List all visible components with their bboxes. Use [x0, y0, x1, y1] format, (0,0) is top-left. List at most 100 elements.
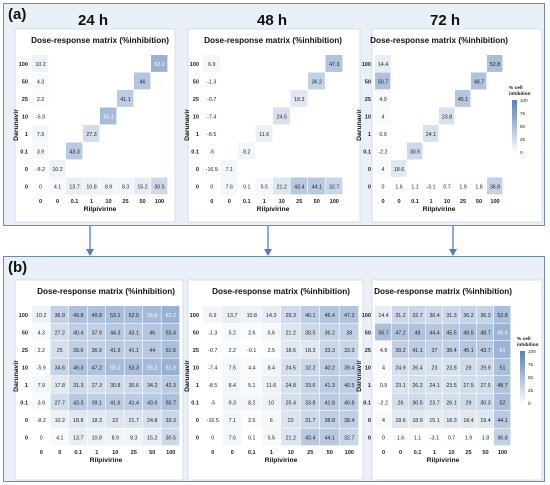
chart-1-cell	[32, 72, 49, 90]
chart-6-cell-label: 23	[432, 366, 438, 372]
chart-5-cell-label: 2.5	[248, 418, 255, 424]
chart-2-cell	[238, 72, 255, 90]
chart-2-cell-label: 0	[210, 185, 213, 191]
chart-2-cell-label: -7.4	[207, 115, 216, 121]
chart-5-cell-label: 13.7	[227, 313, 237, 319]
chart-2-cell-label: 36.2	[312, 80, 322, 86]
chart-3-cell-label: -2.2	[378, 150, 387, 156]
chart-3-cell	[439, 125, 455, 142]
chart-4-cell-label: 24.8	[147, 418, 157, 424]
chart-6-cell	[375, 393, 392, 411]
chart-6-cell-label: 1.8	[482, 436, 489, 442]
chart-1-cell-label: 10.2	[35, 62, 45, 68]
chart-5-cell-label: 25.4	[286, 401, 296, 407]
chart-4-cell	[32, 341, 50, 358]
chart-3-legend-title-2: inhibition	[509, 91, 531, 97]
chart-4-cell-label: 34.6	[55, 366, 65, 372]
chart-5-cell-label: 8.4	[268, 366, 275, 372]
chart-6-cell-label: 41.1	[412, 348, 422, 354]
chart-6-legend-tick: 25	[528, 388, 534, 393]
chart-2-cell	[273, 177, 290, 195]
chart-4-x-tick: 25	[131, 450, 137, 456]
chart-5-cell	[339, 341, 359, 358]
chart-3-cell	[455, 107, 471, 125]
chart-6-cell-label: 1.1	[414, 436, 421, 442]
chart-5-cell-label: 29.3	[286, 313, 296, 319]
chart-6-cell-label: 23.1	[395, 383, 405, 389]
chart-2-cell	[203, 72, 220, 90]
chart-5-cell-label: 41.8	[325, 401, 335, 407]
chart-4-y-tick: 50	[22, 330, 28, 336]
chart-4-cell-label: 8.3	[130, 436, 137, 442]
chart-1-y-tick: 50	[22, 79, 28, 85]
chart-5-cell-label: 24.5	[286, 366, 296, 372]
chart-5-cell-label: 43.4	[305, 436, 315, 442]
chart-3-x-tick: 0	[397, 199, 400, 205]
chart-4-cell	[50, 341, 69, 358]
chart-3-cell	[455, 125, 471, 142]
chart-3-x-tick: 25	[460, 199, 466, 205]
chart-6-cell	[460, 376, 477, 393]
chart-5-cell	[261, 323, 281, 341]
chart-6-cell-label: 18.3	[446, 418, 456, 424]
chart-3-legend-swatch	[512, 107, 517, 111]
chart-6-cell	[375, 428, 392, 446]
chart-3-cell	[471, 107, 487, 125]
chart-5-y-tick: 1	[196, 383, 199, 389]
chart-1-cell	[117, 125, 134, 142]
chart-4-cell-label: 0	[40, 436, 43, 442]
chart-4-cell	[69, 358, 87, 376]
chart-3-legend-swatch	[512, 128, 517, 132]
chart-3-y-tick: 0	[368, 184, 371, 190]
chart-2-cell	[290, 125, 308, 142]
chart-2-ylabel: Darunavir	[184, 109, 191, 141]
chart-6-cell	[443, 341, 460, 358]
chart-1-y-tick: 100	[19, 62, 28, 68]
chart-3-cell	[423, 160, 439, 177]
chart-4-cell	[161, 358, 180, 376]
chart-3-cell	[407, 142, 423, 160]
chart-3-legend-tick: 50	[520, 124, 526, 129]
chart-4-cell-label: 39.6	[73, 348, 83, 354]
chart-2-cell-label: 0.1	[243, 185, 250, 191]
chart-3-cell	[375, 160, 391, 177]
chart-6-legend-title-2: inhibition	[517, 342, 539, 348]
chart-3-cell-label: 0.7	[443, 185, 450, 191]
chart-4-cell-label: -8.2	[37, 418, 46, 424]
chart-3-cell	[455, 160, 471, 177]
chart-5-cell	[203, 341, 222, 358]
chart-2-x-tick: 50	[314, 199, 320, 205]
chart-5-x-tick: 0	[211, 450, 214, 456]
chart-4-cell-label: 30.5	[166, 436, 176, 442]
chart-3-x-tick: 0.1	[411, 199, 419, 205]
chart-4-cell-label: 49.8	[92, 313, 102, 319]
chart-1-cell	[66, 55, 83, 72]
chart-3-cell	[455, 72, 471, 90]
chart-2-y-tick: 0	[196, 167, 199, 173]
chart-6-cell-label: 18.6	[395, 418, 405, 424]
chart-2-cell	[290, 107, 308, 125]
chart-6-ylabel: Darunavir	[356, 360, 363, 392]
chart-6-cell-label: 26.4	[412, 366, 422, 372]
chart-5-cell-label: 40.8	[344, 401, 354, 407]
chart-5-cell-label: 2.6	[248, 331, 255, 337]
chart-2-cell	[325, 90, 343, 107]
chart-4-cell	[50, 306, 69, 323]
chart-5-cell	[222, 393, 242, 411]
chart-2-cell	[325, 177, 343, 195]
chart-4-cell	[143, 376, 161, 393]
chart-5-cell-label: 33.3	[344, 348, 354, 354]
chart-6-cell-label: 52.8	[497, 313, 507, 319]
chart-5-cell	[261, 428, 281, 446]
chart-2-xlabel: Rilpivirine	[257, 206, 290, 213]
chart-3-cell-label: 23.8	[442, 115, 452, 121]
chart-4-cell-label: 46	[149, 331, 155, 337]
chart-6-cell-label: 61	[500, 348, 506, 354]
chart-5-cell-label: 9.3	[229, 401, 236, 407]
chart-6-cell-label: 1.6	[397, 436, 404, 442]
chart-4-cell-label: 18.8	[73, 418, 83, 424]
chart-5-cell	[320, 323, 339, 341]
chart-5-cell	[222, 341, 242, 358]
